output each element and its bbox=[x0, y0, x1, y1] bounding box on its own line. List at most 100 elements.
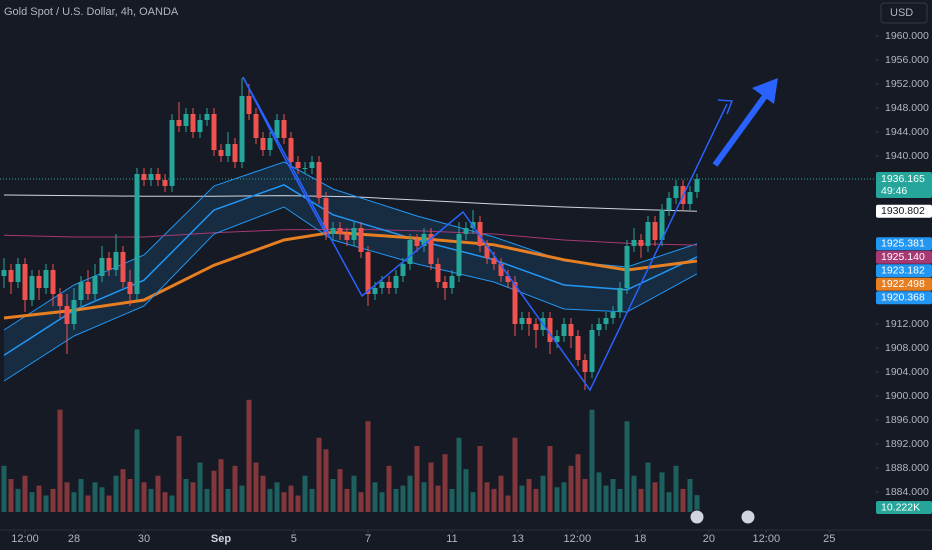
candle-body bbox=[533, 324, 539, 330]
volume-bar bbox=[309, 488, 315, 512]
x-tick-label: 28 bbox=[68, 533, 80, 545]
candle-body bbox=[442, 282, 448, 288]
volume-bar bbox=[673, 465, 679, 512]
volume-bar bbox=[29, 492, 35, 512]
candle-body bbox=[162, 180, 168, 186]
volume-bar bbox=[526, 479, 532, 512]
candle-body bbox=[127, 282, 133, 294]
volume-bar bbox=[603, 485, 609, 512]
volume-bar bbox=[442, 454, 448, 512]
currency[interactable]: USD bbox=[890, 7, 913, 19]
candle-body bbox=[8, 270, 14, 282]
candle-body bbox=[414, 240, 420, 246]
big-arrow-head bbox=[752, 78, 778, 104]
candle-body bbox=[99, 258, 105, 276]
y-tick-label: 1884.000 bbox=[885, 486, 929, 498]
candle-body bbox=[183, 114, 189, 126]
indicator-label-bg bbox=[876, 204, 932, 218]
candle-body bbox=[568, 324, 574, 336]
volume-bar bbox=[302, 475, 308, 512]
candle-body bbox=[239, 96, 245, 162]
volume-bar bbox=[358, 492, 364, 512]
volume-bar bbox=[99, 487, 105, 512]
y-tick-label: 1952.000 bbox=[885, 78, 929, 90]
candle-body bbox=[1, 270, 7, 276]
indicator-label: 1923.182 bbox=[881, 264, 925, 276]
volume-bar bbox=[645, 462, 651, 512]
volume-bar bbox=[498, 475, 504, 512]
volume-bar bbox=[624, 421, 630, 512]
volume-bar bbox=[449, 488, 455, 512]
x-tick-label: 25 bbox=[823, 533, 835, 545]
volume-bar bbox=[617, 488, 623, 512]
volume-bar bbox=[281, 492, 287, 512]
candle-body bbox=[225, 144, 231, 156]
candle-body bbox=[596, 324, 602, 330]
volume-bar bbox=[687, 479, 693, 512]
indicator-line bbox=[3, 183, 698, 356]
candle-body bbox=[274, 120, 280, 138]
candle-body bbox=[155, 174, 161, 180]
event-icon[interactable] bbox=[689, 509, 705, 525]
candle-body bbox=[554, 336, 560, 342]
event-icon[interactable] bbox=[740, 509, 756, 525]
candle-body bbox=[666, 198, 672, 210]
volume-bar bbox=[120, 469, 126, 512]
volume-bar bbox=[316, 437, 322, 512]
candle-body bbox=[295, 162, 301, 168]
volume-bar bbox=[169, 495, 175, 512]
volume-bar bbox=[148, 488, 154, 512]
candle-body bbox=[281, 120, 287, 138]
volume-bar bbox=[470, 492, 476, 512]
candle-body bbox=[92, 276, 98, 294]
volume-bar bbox=[533, 488, 539, 512]
volume-bar bbox=[239, 485, 245, 512]
volume-bar bbox=[211, 470, 217, 512]
volume-bar bbox=[57, 409, 63, 512]
volume-bar bbox=[22, 475, 28, 512]
candle-body bbox=[652, 222, 658, 240]
candle-body bbox=[330, 228, 336, 234]
candle-body bbox=[337, 228, 343, 234]
currency-button[interactable] bbox=[880, 2, 928, 24]
indicator-label: 1925.140 bbox=[881, 251, 925, 263]
candle-body bbox=[120, 252, 126, 282]
x-tick-label: 11 bbox=[446, 533, 457, 545]
candle-body bbox=[372, 288, 378, 294]
volume-bar bbox=[666, 492, 672, 512]
volume-bar bbox=[323, 449, 329, 512]
volume-bar bbox=[393, 488, 399, 512]
volume-bar bbox=[43, 495, 49, 512]
volume-bar bbox=[246, 399, 252, 512]
candle-body bbox=[645, 222, 651, 246]
candle-body bbox=[211, 114, 217, 150]
candle-body bbox=[246, 96, 252, 114]
candle-body bbox=[610, 312, 616, 318]
candle-body bbox=[631, 240, 637, 246]
candle-body bbox=[582, 360, 588, 372]
indicator-label-bg bbox=[876, 291, 932, 305]
candle-body bbox=[386, 282, 392, 288]
candle-body bbox=[22, 264, 28, 300]
y-tick-label: 1888.000 bbox=[885, 462, 929, 474]
y-tick-label: 1948.000 bbox=[885, 102, 929, 114]
candle-body bbox=[659, 210, 665, 240]
volume-bar bbox=[435, 485, 441, 512]
drawings bbox=[242, 76, 778, 392]
volume-bar bbox=[344, 488, 350, 512]
candle-body bbox=[309, 162, 315, 168]
arrow-head bbox=[717, 99, 734, 115]
volume-bar bbox=[386, 465, 392, 512]
price-label-bg bbox=[876, 172, 932, 199]
volume-bar bbox=[505, 495, 511, 512]
candle-body bbox=[15, 264, 21, 282]
candle-body bbox=[351, 228, 357, 240]
candle-body bbox=[169, 120, 175, 186]
volume-bar bbox=[589, 409, 595, 512]
volume-bar bbox=[337, 469, 343, 512]
volume-bar bbox=[288, 485, 294, 512]
volume-bar bbox=[225, 488, 231, 512]
volume-bar bbox=[638, 488, 644, 512]
candle-body bbox=[316, 162, 322, 198]
